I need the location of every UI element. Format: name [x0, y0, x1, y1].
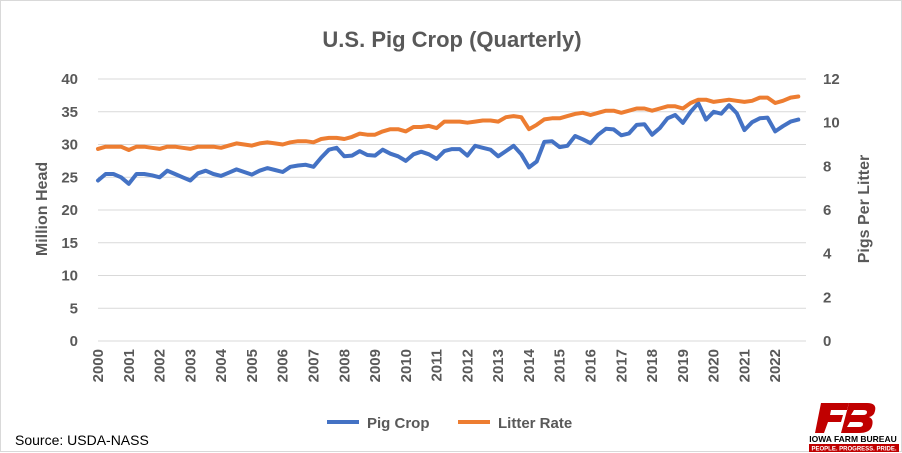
x-tick-label: 2003 [182, 349, 199, 382]
logo-tagline: PEOPLE. PROGRESS. PRIDE. [811, 447, 896, 453]
gridlines [98, 78, 806, 342]
iowa-farm-bureau-logo: IOWA FARM BUREAU PEOPLE. PROGRESS. PRIDE… [809, 403, 899, 453]
right-tick-label: 12 [823, 71, 840, 88]
right-tick-label: 10 [823, 115, 840, 132]
right-tick-label: 2 [823, 289, 831, 306]
left-tick-label: 40 [61, 71, 78, 88]
left-tick-label: 5 [70, 300, 78, 317]
series-line-pig-crop [96, 101, 801, 186]
logo-name: IOWA FARM BUREAU [809, 434, 897, 444]
x-tick-label: 2016 [583, 349, 600, 382]
x-tick-label: 2000 [90, 349, 107, 382]
x-tick-label: 2009 [367, 349, 384, 382]
series-line-litter-rate [96, 94, 801, 152]
x-tick-label: 2018 [644, 349, 661, 382]
right-tick-label: 8 [823, 158, 831, 175]
x-tick-label: 2015 [552, 349, 569, 382]
x-tick-label: 2014 [521, 348, 538, 382]
legend: Pig Crop Litter Rate [327, 415, 572, 432]
x-tick-label: 2011 [429, 349, 446, 382]
legend-label-litter-rate: Litter Rate [498, 415, 572, 432]
left-tick-label: 10 [61, 268, 78, 285]
left-tick-label: 15 [61, 235, 78, 252]
x-axis-ticks: 2000 2001 2002 2003 2004 2005 2006 2007 2008 2009… [90, 348, 784, 382]
right-tick-label: 6 [823, 202, 831, 219]
x-tick-label: 2001 [121, 349, 138, 382]
chart-title: U.S. Pig Crop (Quarterly) [322, 27, 581, 52]
x-tick-label: 2012 [459, 349, 476, 382]
x-tick-label: 2010 [398, 349, 415, 382]
x-tick-label: 2022 [767, 349, 784, 382]
x-tick-label: 2005 [244, 349, 261, 382]
x-tick-label: 2002 [152, 349, 169, 382]
x-tick-label: 2013 [490, 349, 507, 382]
x-tick-label: 2021 [736, 349, 753, 382]
left-tick-label: 30 [61, 137, 78, 154]
left-axis-title: Million Head [34, 162, 51, 256]
x-tick-label: 2019 [675, 349, 692, 382]
left-axis-ticks: 0 5 10 15 20 25 30 35 40 [61, 71, 78, 350]
left-tick-label: 20 [61, 202, 78, 219]
right-axis-ticks: 0 2 4 6 8 10 12 [823, 71, 840, 350]
right-tick-label: 0 [823, 333, 831, 350]
x-tick-label: 2004 [213, 348, 230, 382]
series-layer [96, 94, 801, 186]
x-tick-label: 2008 [336, 349, 353, 382]
right-axis-title: Pigs Per Litter [856, 155, 873, 263]
x-tick-label: 2006 [275, 349, 292, 382]
fb-logo-icon [815, 403, 876, 433]
x-tick-label: 2007 [305, 349, 322, 382]
right-tick-label: 4 [823, 246, 832, 263]
legend-label-pig-crop: Pig Crop [367, 415, 430, 432]
left-tick-label: 35 [61, 104, 78, 121]
source-note: Source: USDA-NASS [15, 432, 149, 448]
x-tick-label: 2017 [613, 349, 630, 382]
logo-tagline-bar [809, 444, 899, 452]
x-tick-label: 2020 [706, 349, 723, 382]
left-tick-label: 0 [70, 333, 78, 350]
left-tick-label: 25 [61, 169, 78, 186]
